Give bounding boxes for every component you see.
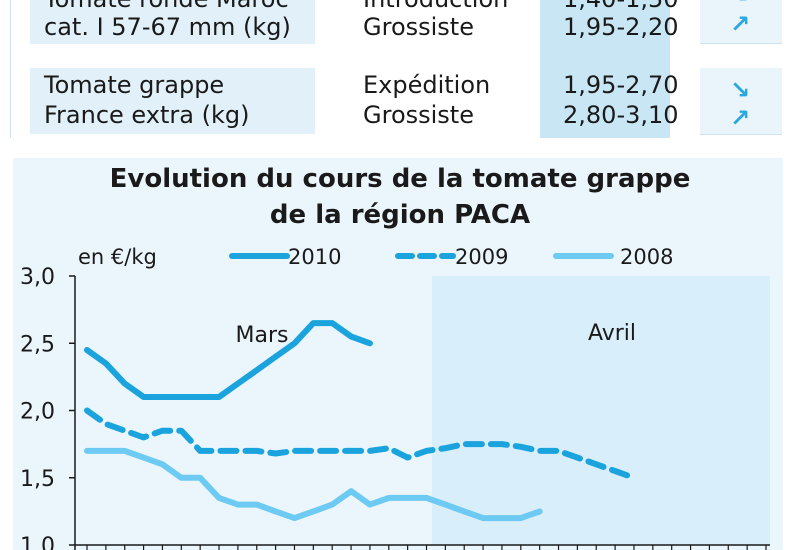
product-line-2: France extra (kg) bbox=[44, 101, 250, 129]
y-tick-label: 2,5 bbox=[20, 332, 55, 357]
chart-title-line-1: Evolution du cours de la tomate grappe bbox=[109, 164, 691, 194]
series-line-2010 bbox=[84, 320, 373, 400]
y-tick-label: 1,0 bbox=[20, 534, 55, 550]
period-label-avril: Avril bbox=[588, 321, 636, 346]
stage-line-1: Expédition bbox=[363, 71, 491, 99]
avril-period-band bbox=[432, 276, 770, 545]
legend-label-2008: 2008 bbox=[620, 245, 673, 269]
legend-label-2009: 2009 bbox=[455, 245, 508, 269]
chart-title-line-2: de la région PACA bbox=[269, 200, 531, 230]
legend-label-2010: 2010 bbox=[288, 245, 341, 269]
arrow-up-right-icon: ↗ bbox=[730, 10, 751, 38]
y-tick-label: 3,0 bbox=[20, 265, 55, 290]
stage-line-2: Grossiste bbox=[363, 101, 474, 129]
price-line-1: 1,40-1,50 bbox=[563, 0, 679, 14]
price-table bbox=[10, 0, 782, 138]
y-tick-label: 2,0 bbox=[20, 400, 55, 425]
table-left-border bbox=[10, 0, 11, 138]
product-line-1: Tomate grappe bbox=[44, 71, 225, 99]
arrow-down-right-icon: ↘ bbox=[730, 0, 750, 8]
table-row: Tomate grappe France extra (kg) Expéditi… bbox=[30, 68, 782, 135]
arrow-down-right-icon: ↘ bbox=[730, 76, 751, 104]
product-line-1: Tomate ronde Maroc bbox=[44, 0, 289, 14]
product-line-2: cat. I 57-67 mm (kg) bbox=[44, 13, 291, 41]
y-axis-unit-label: en €/kg bbox=[78, 245, 157, 269]
series-line-2008 bbox=[84, 447, 543, 522]
stage-line-2: Grossiste bbox=[363, 13, 474, 41]
period-label-mars: Mars bbox=[236, 323, 289, 348]
price-line-2: 1,95-2,20 bbox=[563, 13, 679, 41]
series-line-2009 bbox=[84, 407, 637, 481]
y-tick-label: 1,5 bbox=[20, 467, 55, 492]
arrow-up-right-icon: ↗ bbox=[730, 104, 751, 132]
price-column-band bbox=[540, 0, 670, 138]
table-row: Tomate ronde Maroc cat. I 57-67 mm (kg) … bbox=[30, 0, 782, 44]
stage-line-1: Introduction bbox=[363, 0, 508, 14]
price-line-2: 2,80-3,10 bbox=[563, 101, 679, 129]
price-line-1: 1,95-2,70 bbox=[563, 71, 679, 99]
